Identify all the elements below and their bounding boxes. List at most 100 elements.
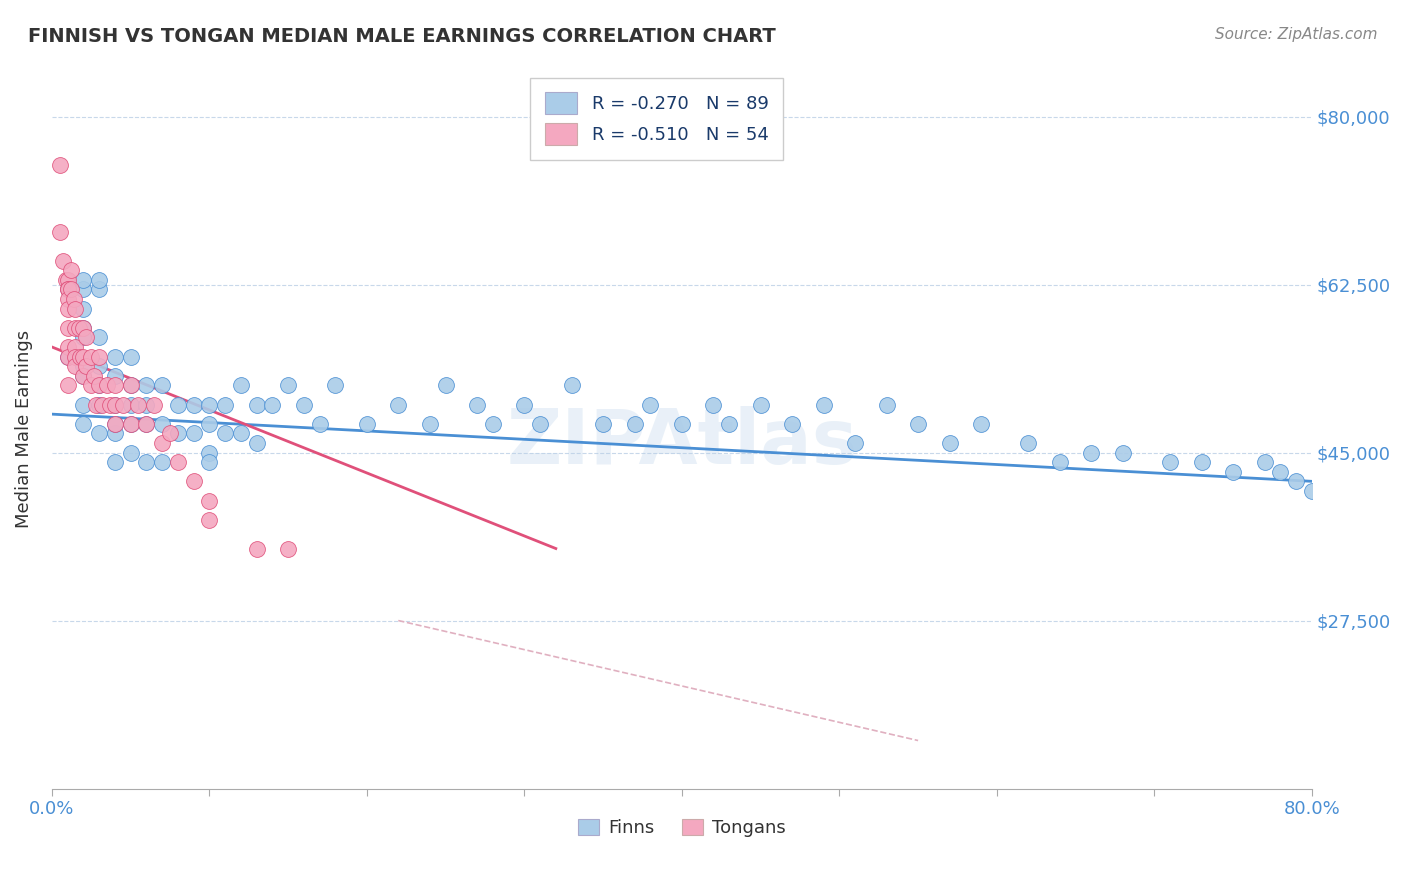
Point <box>87 350 110 364</box>
Point <box>1112 445 1135 459</box>
Point <box>592 417 614 431</box>
Point <box>1285 475 1308 489</box>
Point <box>214 426 236 441</box>
Point <box>513 398 536 412</box>
Point <box>229 426 252 441</box>
Point <box>72 330 94 344</box>
Point <box>59 263 82 277</box>
Point <box>277 541 299 556</box>
Point <box>623 417 645 431</box>
Text: Source: ZipAtlas.com: Source: ZipAtlas.com <box>1215 27 1378 42</box>
Point <box>150 417 173 431</box>
Point <box>75 359 97 373</box>
Point <box>48 225 70 239</box>
Point <box>120 398 142 412</box>
Point <box>1222 465 1244 479</box>
Point <box>96 378 118 392</box>
Point <box>183 426 205 441</box>
Point <box>120 378 142 392</box>
Point <box>104 398 127 412</box>
Point <box>749 398 772 412</box>
Point <box>56 282 79 296</box>
Point <box>65 301 87 316</box>
Point <box>104 378 127 392</box>
Point <box>120 417 142 431</box>
Point <box>214 398 236 412</box>
Point <box>56 282 79 296</box>
Point <box>135 378 157 392</box>
Point <box>718 417 741 431</box>
Point <box>120 350 142 364</box>
Point <box>104 350 127 364</box>
Point <box>529 417 551 431</box>
Point <box>120 378 142 392</box>
Point <box>56 301 79 316</box>
Point <box>780 417 803 431</box>
Point <box>104 368 127 383</box>
Point <box>245 436 267 450</box>
Point <box>356 417 378 431</box>
Point <box>198 445 221 459</box>
Point <box>111 398 134 412</box>
Point <box>970 417 993 431</box>
Point <box>183 475 205 489</box>
Point <box>62 292 84 306</box>
Point <box>80 350 103 364</box>
Point <box>1080 445 1102 459</box>
Point <box>48 157 70 171</box>
Point <box>166 398 188 412</box>
Point <box>434 378 457 392</box>
Point <box>419 417 441 431</box>
Point <box>1191 455 1213 469</box>
Point <box>72 359 94 373</box>
Point <box>87 378 110 392</box>
Point <box>938 436 960 450</box>
Point <box>323 378 346 392</box>
Point <box>59 282 82 296</box>
Point <box>83 368 105 383</box>
Point <box>135 417 157 431</box>
Point <box>87 330 110 344</box>
Point <box>166 426 188 441</box>
Point <box>55 273 77 287</box>
Point <box>67 320 90 334</box>
Point <box>1049 455 1071 469</box>
Point <box>844 436 866 450</box>
Point <box>52 253 75 268</box>
Y-axis label: Median Male Earnings: Median Male Earnings <box>15 329 32 527</box>
Point <box>481 417 503 431</box>
Point <box>56 350 79 364</box>
Point <box>876 398 898 412</box>
Point <box>56 292 79 306</box>
Point <box>72 282 94 296</box>
Point <box>262 398 284 412</box>
Point <box>56 340 79 354</box>
Point <box>308 417 330 431</box>
Point <box>465 398 488 412</box>
Point <box>104 417 127 431</box>
Point <box>72 398 94 412</box>
Point <box>143 398 166 412</box>
Legend: Finns, Tongans: Finns, Tongans <box>571 812 793 845</box>
Point <box>387 398 409 412</box>
Point <box>72 368 94 383</box>
Point <box>87 398 110 412</box>
Point <box>72 320 94 334</box>
Point <box>87 378 110 392</box>
Point <box>671 417 693 431</box>
Point <box>245 541 267 556</box>
Point <box>292 398 315 412</box>
Point <box>907 417 929 431</box>
Point <box>166 455 188 469</box>
Point <box>198 398 221 412</box>
Point <box>56 273 79 287</box>
Point <box>69 350 91 364</box>
Point <box>65 359 87 373</box>
Point <box>87 273 110 287</box>
Point <box>120 445 142 459</box>
Point <box>135 455 157 469</box>
Point <box>80 378 103 392</box>
Point <box>72 273 94 287</box>
Point <box>75 330 97 344</box>
Point <box>127 398 149 412</box>
